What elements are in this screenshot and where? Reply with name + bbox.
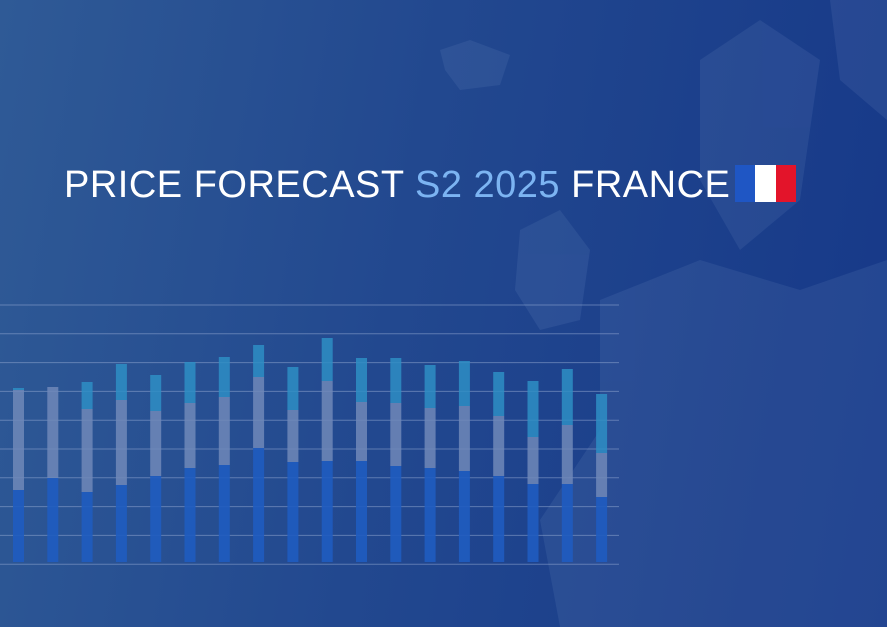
decor-bar-top [561,369,573,425]
decor-bar-bottom [493,476,505,562]
title: PRICE FORECAST S2 2025 FRANCE [64,164,730,207]
decor-bar-middle [424,408,436,468]
decor-bar-top [356,358,367,402]
flag-white [755,165,776,202]
decor-bar-middle [81,409,93,492]
decor-bar-middle [493,416,505,476]
title-period: S2 2025 [414,164,561,206]
flag-france [735,165,796,202]
decor-bar-top [458,361,470,406]
decor-bar-middle [184,403,196,468]
decor-bar-bottom [253,448,265,562]
decorative-bars [13,338,608,562]
decor-bar-top [527,381,539,437]
decor-bar-middle [390,403,402,466]
decor-bar-bottom [81,492,93,562]
decor-bar-middle [253,377,265,448]
decor-bar-top [115,364,127,400]
decor-bar-top [184,362,196,403]
decor-bar-top [321,338,333,381]
decor-bar-top [13,388,24,390]
decor-bar-middle [458,406,470,471]
decor-bar-top [150,375,162,411]
decor-bar-top [218,357,230,397]
decor-bar-bottom [150,476,162,562]
decor-bar-bottom [596,497,608,562]
decor-bar-middle [287,410,299,462]
decor-bar-bottom [424,468,436,562]
decor-bar-top [287,367,299,410]
decor-bar-middle [561,425,573,484]
decor-bar-bottom [184,468,196,562]
decor-bar-top [390,358,402,403]
decor-bar-middle [321,381,333,461]
decor-bar-middle [13,390,24,490]
decor-bar-middle [356,402,367,461]
grid-lines [0,304,619,565]
decor-bar-bottom [13,490,24,562]
decor-bar-middle [596,453,608,497]
decor-bar-bottom [287,462,299,562]
decor-bar-top [424,365,436,408]
decor-bar-bottom [321,461,333,562]
title-main: PRICE FORECAST [64,164,404,206]
decor-bar-middle [218,397,230,465]
map-silhouette [440,0,887,627]
decor-bar-bottom [390,466,402,562]
decor-bar-top [596,394,608,453]
decor-bar-middle [150,411,162,476]
decor-bar-bottom [527,484,539,562]
decor-bar-top [81,382,93,409]
decor-bar-bottom [218,465,230,562]
flag-red [775,165,796,202]
decor-bar-bottom [458,471,470,562]
decor-bar-bottom [561,484,573,562]
decor-bar-middle [527,437,539,484]
decor-bar-bottom [47,478,59,562]
decor-bar-middle [115,400,127,485]
decor-bar-top [493,372,505,416]
title-country: FRANCE [571,164,731,206]
decor-bar-top [253,345,265,377]
decor-bar-bottom [356,461,367,562]
flag-blue [735,165,756,202]
decor-bar-middle [47,387,59,478]
decor-bar-bottom [115,485,127,562]
